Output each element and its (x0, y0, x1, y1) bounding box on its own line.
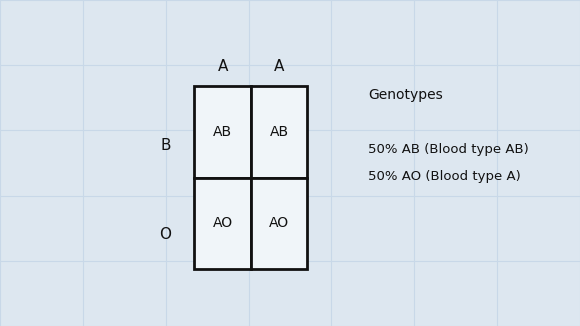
Bar (251, 178, 307, 269)
Text: A: A (218, 59, 228, 74)
Text: 50% AB (Blood type AB): 50% AB (Blood type AB) (368, 143, 529, 156)
Text: 50% AO (Blood type A): 50% AO (Blood type A) (368, 170, 521, 183)
Text: AB: AB (213, 125, 232, 139)
Bar (194, 86, 251, 178)
Text: A: A (274, 59, 284, 74)
Text: AB: AB (270, 125, 289, 139)
Text: B: B (160, 138, 171, 153)
Text: Genotypes: Genotypes (368, 88, 443, 101)
Bar (194, 178, 251, 269)
Text: AO: AO (269, 216, 289, 230)
Bar (251, 86, 307, 178)
Text: AO: AO (212, 216, 233, 230)
Text: O: O (160, 227, 171, 242)
